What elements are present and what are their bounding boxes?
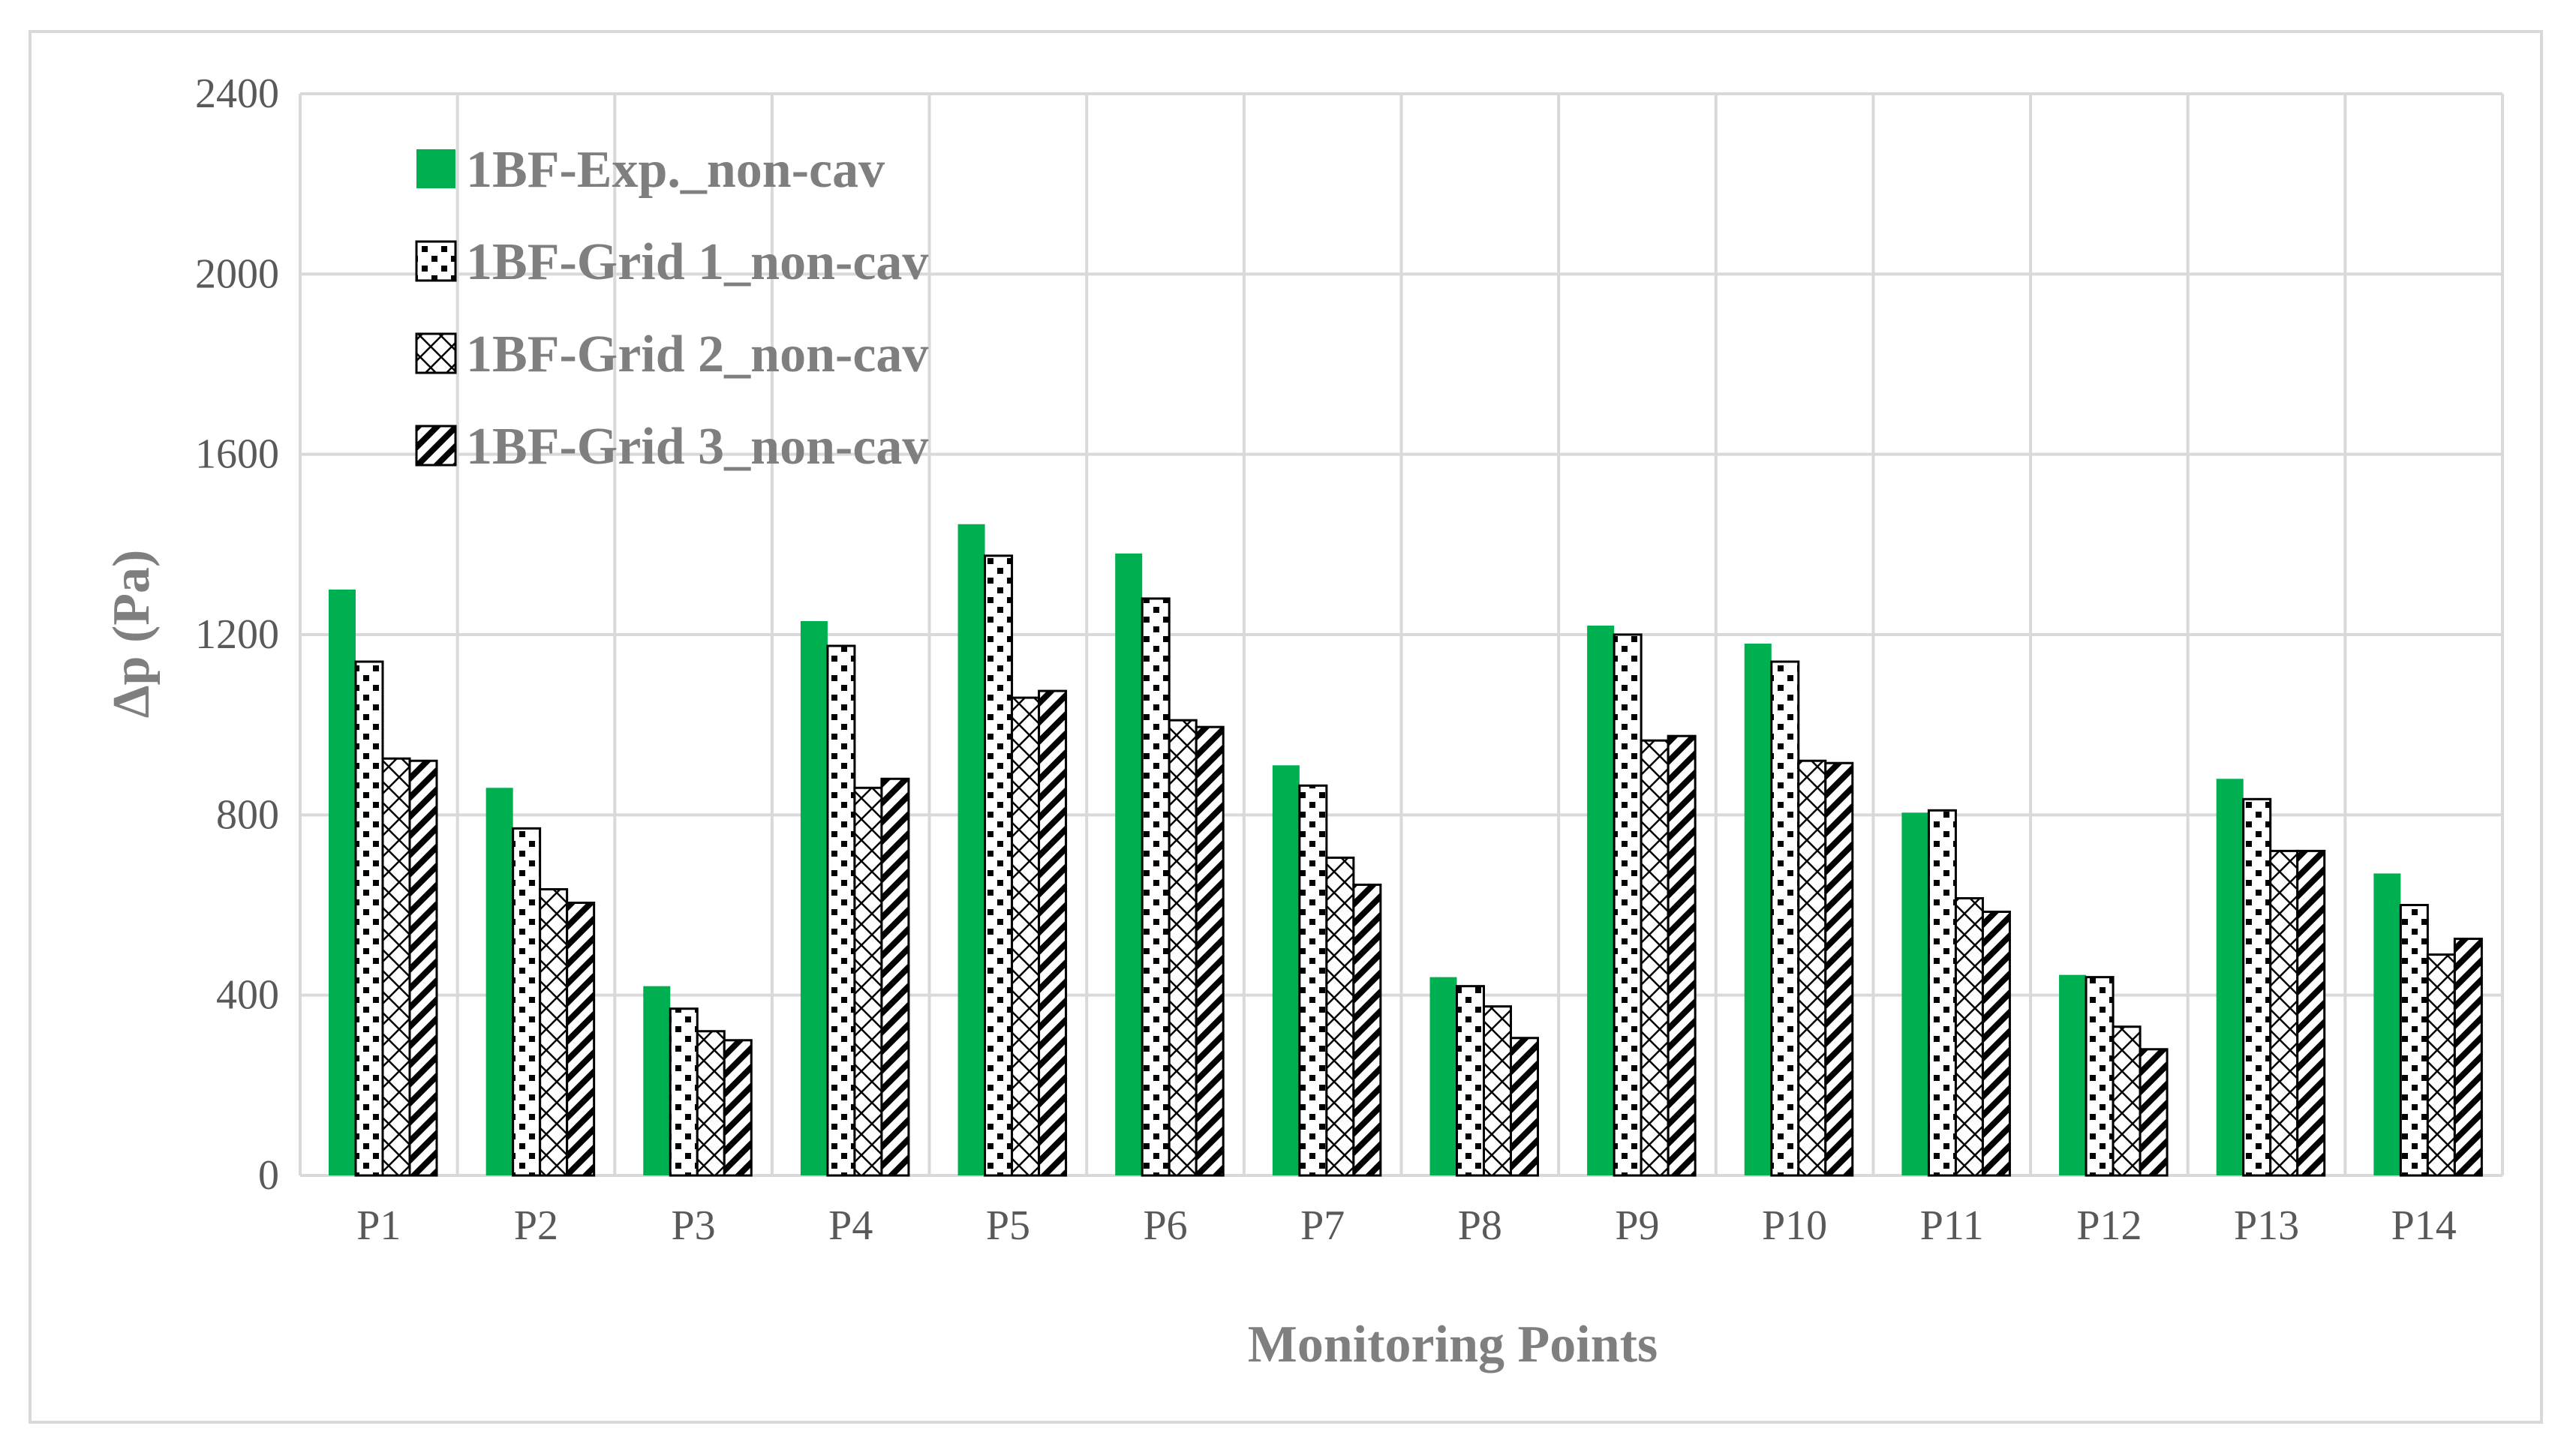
legend-swatch [415, 240, 457, 282]
bar-p5-series-4 [1038, 689, 1068, 1177]
x-tick-label: P6 [1143, 1202, 1187, 1249]
bar-p11-series-3 [1954, 896, 1984, 1177]
x-tick-label: P5 [986, 1202, 1030, 1249]
bar-p4-series-3 [853, 786, 883, 1177]
bar-p11-series-4 [1981, 911, 2011, 1177]
bar-p8-series-2 [1456, 985, 1485, 1177]
y-tick-label: 1200 [195, 611, 279, 658]
bar-p2-series-3 [539, 887, 569, 1177]
bar-p6-series-2 [1141, 597, 1171, 1177]
bar-p6-series-1 [1115, 553, 1143, 1175]
y-tick-label: 800 [216, 791, 279, 838]
bar-p9-series-4 [1667, 734, 1697, 1177]
x-tick-label: P2 [514, 1202, 558, 1249]
bar-p6-series-3 [1168, 719, 1198, 1177]
gridlines [299, 92, 2504, 1177]
bar-p9-series-1 [1587, 625, 1615, 1175]
bar-p3-series-3 [696, 1030, 726, 1177]
bar-p9-series-2 [1613, 633, 1643, 1177]
legend-swatch [415, 425, 457, 467]
legend-label: 1BF-Exp._non-cav [466, 141, 885, 199]
bar-p13-series-1 [2216, 779, 2244, 1175]
bar-p11-series-1 [1901, 812, 1929, 1175]
bar-p5-series-1 [957, 524, 985, 1175]
bar-p9-series-3 [1640, 739, 1670, 1177]
bar-p1-series-1 [329, 589, 356, 1175]
bar-p2-series-4 [566, 901, 596, 1177]
x-tick-label: P14 [2391, 1202, 2457, 1249]
x-axis-title: Monitoring Points [1248, 1316, 1658, 1373]
bar-p10-series-2 [1770, 660, 1800, 1177]
bar-p4-series-1 [800, 620, 828, 1175]
y-tick-label: 1600 [195, 431, 279, 478]
bar-p10-series-1 [1744, 644, 1772, 1175]
bar-p5-series-3 [1011, 696, 1041, 1177]
legend: 1BF-Exp._non-cav 1BF-Grid 1_non-cav 1BF-Gr… [415, 141, 928, 476]
bar-p3-series-4 [723, 1039, 753, 1177]
bar-p4-series-4 [880, 777, 910, 1177]
x-tick-label: P13 [2234, 1202, 2299, 1249]
bar-p7-series-4 [1352, 883, 1382, 1177]
y-tick-label: 0 [258, 1152, 279, 1199]
bar-p12-series-1 [2059, 974, 2087, 1175]
x-tick-label: P9 [1615, 1202, 1659, 1249]
x-tick-label: P8 [1458, 1202, 1502, 1249]
legend-label: 1BF-Grid 3_non-cav [466, 418, 928, 476]
bar-p14-series-2 [2399, 904, 2429, 1177]
chart-frame [29, 30, 2543, 1424]
bar-p14-series-4 [2453, 938, 2483, 1177]
bar-p12-series-3 [2112, 1025, 2142, 1177]
bar-p13-series-4 [2296, 849, 2326, 1177]
x-tick-label: P12 [2076, 1202, 2142, 1249]
bar-p12-series-4 [2139, 1048, 2169, 1177]
bar-p12-series-2 [2085, 976, 2115, 1177]
x-tick-label: P4 [828, 1202, 873, 1249]
bar-p7-series-2 [1298, 784, 1328, 1177]
x-tick-label: P10 [1762, 1202, 1827, 1249]
bar-p14-series-1 [2373, 873, 2401, 1175]
y-tick-label: 2000 [195, 251, 279, 297]
bar-p2-series-2 [512, 827, 542, 1177]
bar-p3-series-1 [643, 986, 671, 1175]
bar-p8-series-1 [1429, 977, 1457, 1175]
bar-p8-series-4 [1510, 1037, 1539, 1177]
bar-p14-series-3 [2426, 953, 2456, 1177]
bar-p13-series-2 [2242, 797, 2272, 1177]
bar-p13-series-3 [2269, 849, 2299, 1177]
y-tick-label: 400 [216, 972, 279, 1019]
bar-p1-series-2 [354, 660, 384, 1177]
legend-swatch [415, 332, 457, 374]
bar-p10-series-3 [1797, 759, 1827, 1177]
bar-p7-series-1 [1272, 765, 1300, 1175]
bar-p5-series-2 [984, 554, 1014, 1177]
legend-label: 1BF-Grid 2_non-cav [466, 326, 928, 383]
bar-p2-series-1 [485, 788, 513, 1175]
x-tick-label: P1 [356, 1202, 401, 1249]
legend-label: 1BF-Grid 1_non-cav [466, 233, 928, 291]
legend-swatch [416, 149, 455, 188]
tick-labels: 0 400 800 1200 1600 2000 2400 P1 P2 P3 P4 P5 P6 P7 P8 P… [195, 71, 2457, 1249]
bar-p10-series-4 [1824, 761, 1854, 1177]
y-axis-title: Δp (Pa) [103, 550, 161, 719]
bar-p8-series-3 [1483, 1005, 1512, 1177]
x-tick-label: P11 [1920, 1202, 1984, 1249]
x-tick-label: P7 [1300, 1202, 1345, 1249]
bar-p11-series-2 [1927, 809, 1957, 1177]
bar-p3-series-2 [669, 1007, 699, 1177]
bar-p7-series-3 [1325, 856, 1355, 1177]
bar-p1-series-3 [381, 757, 411, 1177]
bar-p4-series-2 [826, 644, 856, 1177]
bars [329, 524, 2483, 1177]
bar-p1-series-4 [408, 759, 438, 1177]
y-tick-label: 2400 [195, 71, 279, 117]
x-tick-label: P3 [672, 1202, 716, 1249]
bar-p6-series-4 [1195, 725, 1225, 1177]
